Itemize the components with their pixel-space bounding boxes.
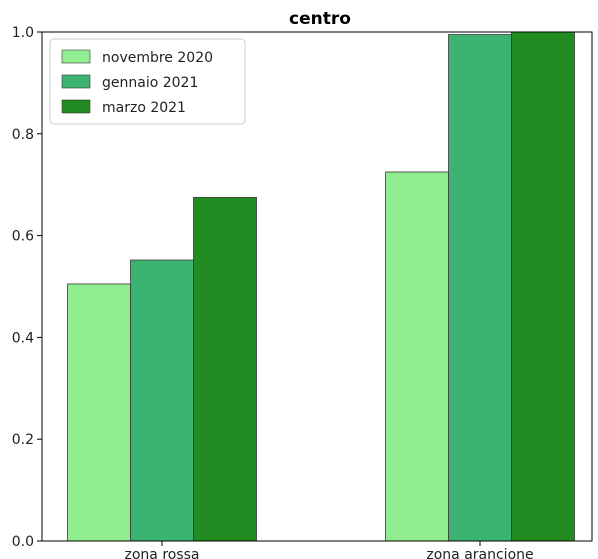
legend: novembre 2020 gennaio 2021 marzo 2021 bbox=[49, 38, 246, 125]
bar-novembre-2020-zona-rossa bbox=[67, 283, 131, 542]
bar-marzo-2021-zona-rossa bbox=[193, 197, 257, 542]
y-tick-label: 0.6 bbox=[12, 229, 34, 245]
legend-label: novembre 2020 bbox=[102, 50, 213, 66]
chart-title: centro bbox=[289, 9, 351, 29]
legend-swatch bbox=[61, 74, 91, 89]
y-tick-label: 0.0 bbox=[12, 534, 34, 550]
bar-novembre-2020-zona-arancione bbox=[385, 171, 449, 542]
legend-box bbox=[49, 38, 246, 125]
axes-frame bbox=[41, 31, 593, 542]
y-tick-label: 1.0 bbox=[12, 25, 34, 41]
x-tick-label: zona arancione bbox=[426, 547, 533, 559]
bar-gennaio-2021-zona-rossa bbox=[130, 259, 194, 542]
plot-area: 0.0 0.2 0.4 0.6 0.8 1.0 zona rossa zona arancio… bbox=[12, 25, 593, 559]
x-tick-label: zona rossa bbox=[125, 547, 200, 559]
legend-label: gennaio 2021 bbox=[102, 75, 198, 91]
y-tick-label: 0.4 bbox=[12, 330, 34, 346]
y-tick-label: 0.2 bbox=[12, 432, 34, 448]
bar-gennaio-2021-zona-arancione bbox=[448, 34, 512, 542]
y-tick-label: 0.8 bbox=[12, 127, 34, 143]
bar-marzo-2021-zona-arancione bbox=[511, 31, 575, 542]
legend-swatch bbox=[61, 49, 91, 64]
legend-label: marzo 2021 bbox=[102, 100, 186, 116]
legend-swatch bbox=[61, 99, 91, 114]
